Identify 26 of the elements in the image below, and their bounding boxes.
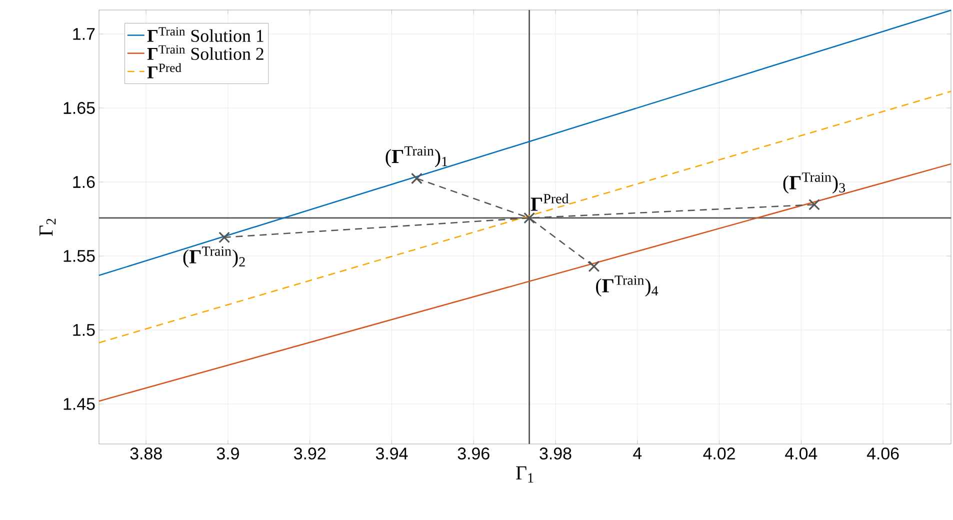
x-tick-label: 4.02 <box>703 448 735 460</box>
annotation: Γ$^{Pred}$ <box>530 194 569 211</box>
y-tick-label: 1.6 <box>73 176 95 188</box>
x-tick-label: 3.92 <box>294 448 326 460</box>
annotation: (Γ$^{Train}$)$_{1}$ <box>386 146 448 168</box>
annotation: (Γ$^{Train}$)$_{3}$ <box>783 172 846 194</box>
y-tick-label: 1.65 <box>64 102 95 114</box>
annotation: (Γ$^{Train}$)$_{4}$ <box>596 276 658 297</box>
x-tick-label: 3.98 <box>540 448 572 460</box>
y-tick-label: 1.45 <box>64 398 95 410</box>
x-tick-label: 4 <box>633 448 642 460</box>
y-tick-label: 1.55 <box>64 250 95 262</box>
y-tick-label: 1.5 <box>73 324 95 336</box>
x-tick-label: 3.94 <box>376 448 408 460</box>
x-tick-label: 3.9 <box>216 448 239 460</box>
y-axis-title: Γ$_{2}$ <box>40 218 56 236</box>
x-tick-label: 4.04 <box>785 448 818 460</box>
legend-label: Γ$^{Train}$ Solution 2 <box>147 45 264 60</box>
legend-label: Γ$^{Train}$ Solution 1 <box>147 27 264 42</box>
legend-label: Γ$^{Pred}$ <box>147 63 182 78</box>
x-axis-title: Γ$_{1}$ <box>516 466 534 482</box>
x-tick-label: 3.96 <box>458 448 490 460</box>
annotation: (Γ$^{Train}$)$_{2}$ <box>183 246 245 268</box>
y-tick-label: 1.7 <box>73 28 95 40</box>
x-tick-label: 3.88 <box>130 448 162 460</box>
x-tick-label: 4.06 <box>866 448 899 460</box>
